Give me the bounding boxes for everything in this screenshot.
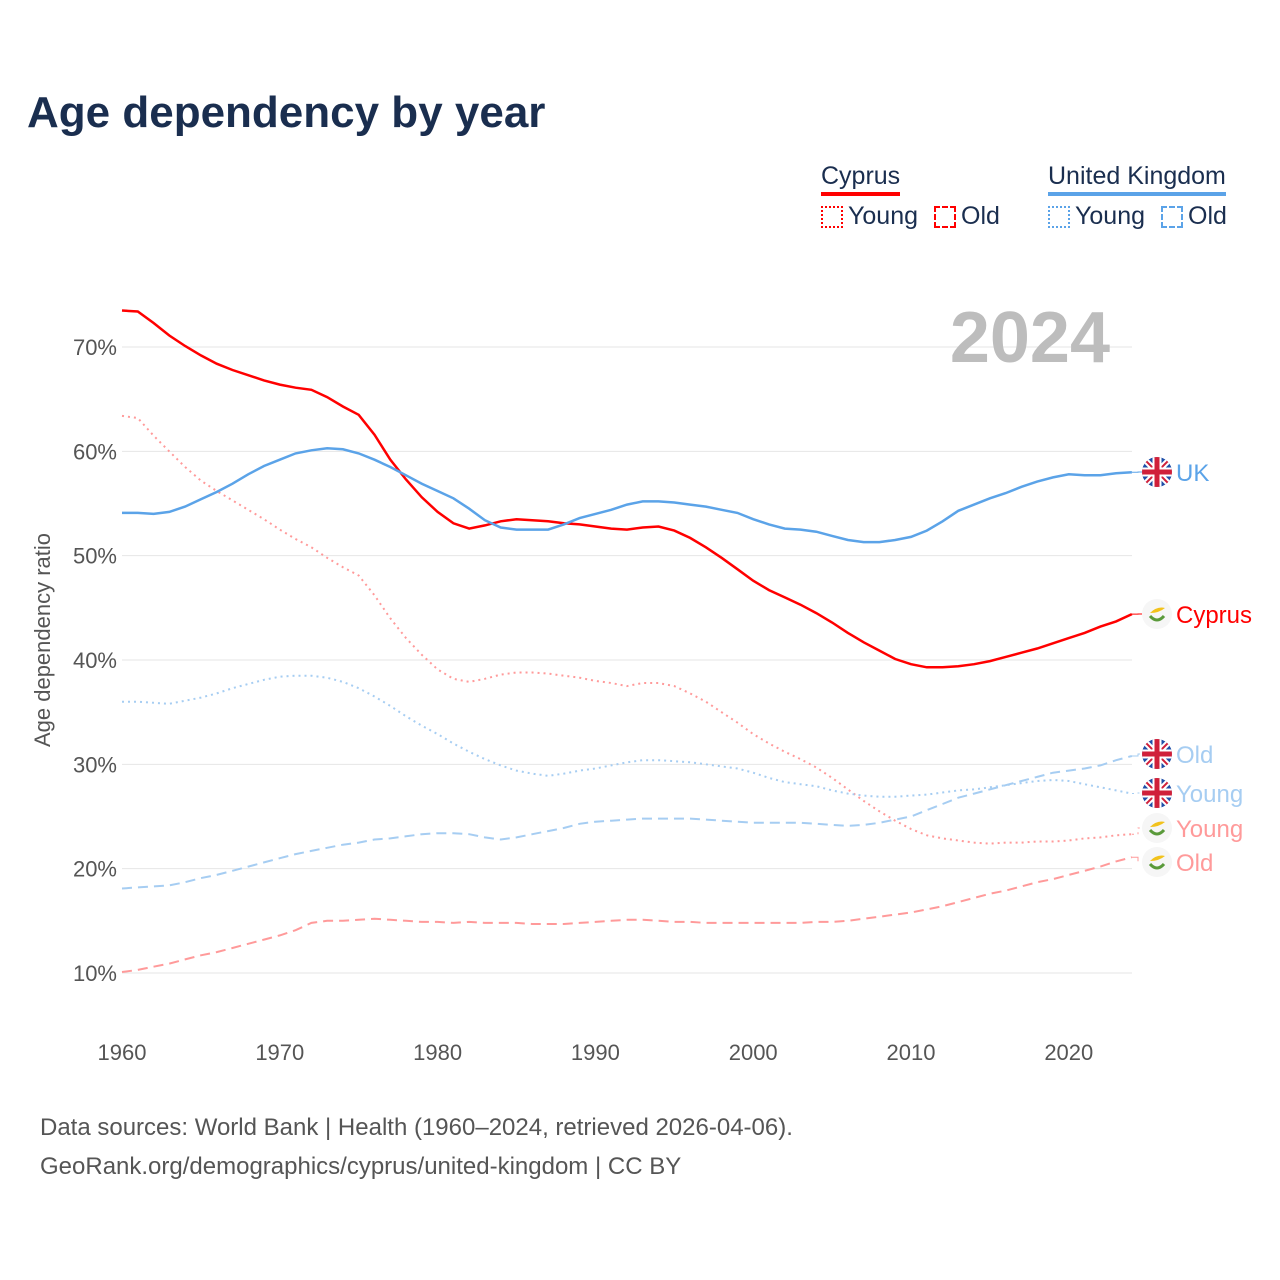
- end-label-cyprus-young: Young: [1132, 813, 1243, 843]
- footer: Data sources: World Bank | Health (1960–…: [40, 1108, 793, 1186]
- end-label-text: Cyprus: [1176, 602, 1252, 629]
- x-tick-label: 1980: [413, 1040, 462, 1065]
- chart-title: Age dependency by year: [27, 88, 546, 137]
- cyprus-flag-icon: [1142, 847, 1172, 877]
- end-label-cyprus: Cyprus: [1132, 599, 1252, 629]
- dotted-swatch-icon: [821, 205, 843, 228]
- end-label-text: Old: [1176, 742, 1213, 769]
- line-chart: 10% 20% 30% 40% 50% 60% 70% 1960 1970 1980 1990 200…: [30, 298, 1252, 1065]
- end-label-text: Old: [1176, 850, 1213, 877]
- end-label-text: Young: [1176, 781, 1243, 808]
- x-tick-label: 2010: [887, 1040, 936, 1065]
- series-line-cyprus-old: [121, 856, 1133, 973]
- legend-item-cyprus-young: Young: [821, 202, 918, 231]
- cyprus-flag-icon: [1142, 599, 1172, 629]
- uk-flag-icon: [1142, 457, 1172, 487]
- cyprus-flag-icon: [1142, 813, 1172, 843]
- y-tick-label: 20%: [73, 857, 117, 882]
- dashed-swatch-icon: [1161, 205, 1183, 228]
- legend-country-cyprus: Cyprus: [821, 162, 901, 196]
- y-tick-label: 60%: [73, 439, 117, 464]
- series-line-cyprus: [121, 309, 1133, 669]
- y-tick-label: 40%: [73, 648, 117, 673]
- uk-flag-icon: [1142, 739, 1172, 769]
- data-source-text: Data sources: World Bank | Health (1960–…: [40, 1114, 793, 1141]
- uk-flag-icon: [1142, 778, 1172, 808]
- dashed-swatch-icon: [934, 205, 956, 228]
- end-label-text: UK: [1176, 460, 1209, 487]
- y-tick-label: 70%: [73, 335, 117, 360]
- x-tick-label: 1970: [255, 1040, 304, 1065]
- attribution-text: GeoRank.org/demographics/cyprus/united-k…: [40, 1153, 682, 1180]
- end-label-united-kingdom-old: Old: [1132, 739, 1213, 769]
- series-line-united-kingdom: [122, 446, 1132, 544]
- legend-country-uk: United Kingdom: [1048, 162, 1226, 196]
- series-line-cyprus-young: [121, 414, 1132, 845]
- x-tick-label: 2020: [1044, 1040, 1093, 1065]
- end-label-united-kingdom-young: Young: [1132, 778, 1243, 808]
- series-line-united-kingdom-old: [121, 755, 1133, 890]
- end-label-cyprus-old: Old: [1132, 847, 1213, 877]
- legend-uk: United Kingdom Young Old: [1048, 162, 1227, 231]
- end-label-united-kingdom: UK: [1132, 457, 1209, 487]
- y-axis-label: Age dependency ratio: [30, 533, 55, 747]
- end-label-text: Young: [1176, 816, 1243, 843]
- series-line-united-kingdom-young: [122, 674, 1133, 798]
- x-tick-label: 1990: [571, 1040, 620, 1065]
- y-tick-label: 50%: [73, 544, 117, 569]
- legend-item-cyprus-old: Old: [934, 202, 1000, 231]
- dotted-swatch-icon: [1048, 205, 1070, 228]
- legend-cyprus: Cyprus Young Old: [821, 162, 1000, 231]
- x-tick-label: 1960: [98, 1040, 147, 1065]
- x-tick-label: 2000: [729, 1040, 778, 1065]
- legend-item-uk-old: Old: [1161, 202, 1227, 231]
- legend-item-uk-young: Young: [1048, 202, 1145, 231]
- y-tick-label: 30%: [73, 752, 117, 777]
- year-watermark: 2024: [950, 298, 1110, 378]
- y-tick-label: 10%: [73, 961, 117, 986]
